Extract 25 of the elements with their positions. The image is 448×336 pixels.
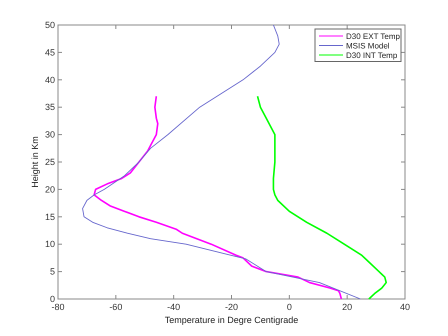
line-series	[93, 95, 342, 300]
x-tick-label: 0	[286, 302, 292, 312]
x-tick-label: 40	[400, 302, 410, 312]
y-tick-label: 40	[44, 74, 55, 85]
y-tick-label: 15	[44, 212, 55, 222]
y-tick-label: 5	[50, 266, 55, 277]
x-tick-label: -20	[224, 302, 238, 312]
y-tick-label: 30	[44, 130, 55, 140]
legend-label: MSIS Model	[346, 42, 390, 50]
y-tick-label: 25	[44, 157, 55, 167]
y-tick-label: 10	[44, 239, 55, 250]
x-axis-title: Temperature in Degre Centigrade	[164, 315, 298, 325]
y-tick-label: 45	[44, 47, 55, 58]
y-tick-label: 20	[44, 184, 55, 194]
legend-label: D30 EXT Temp	[346, 32, 401, 41]
y-tick-label: 35	[44, 102, 55, 112]
x-tick-label: 20	[342, 302, 352, 312]
x-tick-label: -40	[167, 302, 180, 312]
y-tick-label: 50	[44, 20, 55, 30]
line-series	[256, 95, 388, 300]
legend-label: D30 INT Temp	[346, 51, 398, 60]
y-tick-label: 0	[50, 294, 55, 304]
x-tick-label: -60	[109, 302, 122, 312]
x-tick-label: -80	[51, 302, 65, 312]
y-axis-title: Height in Km	[30, 136, 40, 188]
